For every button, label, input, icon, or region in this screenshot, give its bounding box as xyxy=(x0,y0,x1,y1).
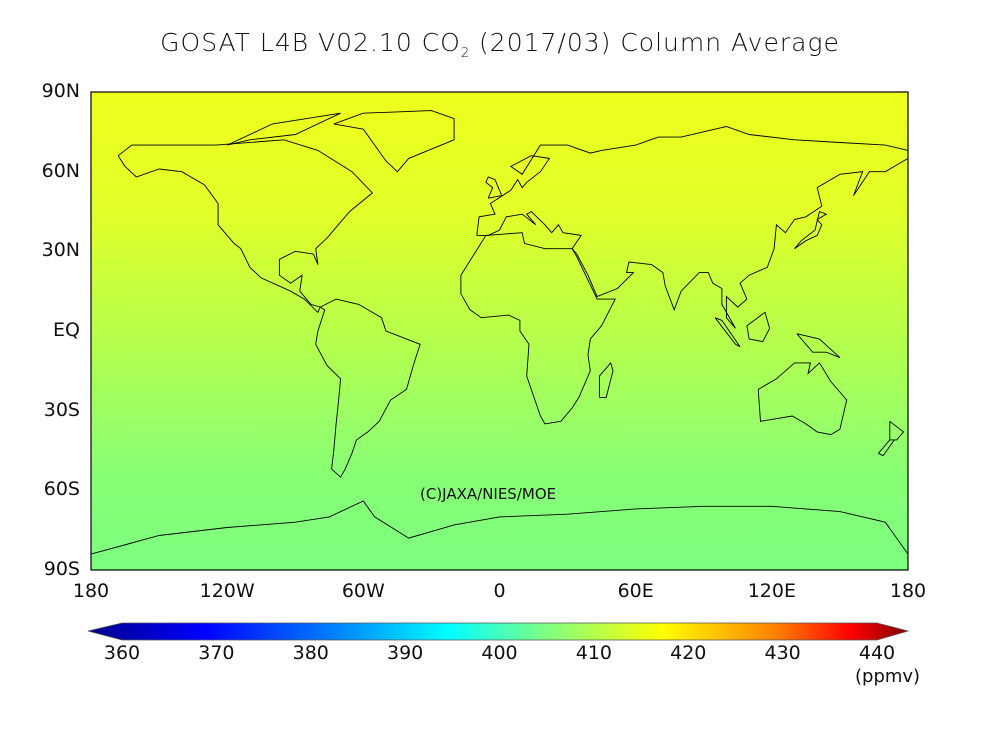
co2-field xyxy=(91,92,908,570)
lon-label: 60W xyxy=(341,580,385,602)
colorbar-tick-label: 420 xyxy=(670,642,707,664)
lat-label: 60S xyxy=(43,478,80,501)
lon-label: 60E xyxy=(617,580,654,602)
coastline xyxy=(889,420,905,441)
coastline xyxy=(794,210,828,250)
lon-label: 120W xyxy=(199,580,255,602)
lon-label: 180 xyxy=(889,580,927,602)
coastline xyxy=(485,176,503,199)
lat-label: 30S xyxy=(43,398,80,421)
lon-label: 0 xyxy=(493,580,506,602)
coastline xyxy=(315,298,421,478)
colorbar-tick-label: 390 xyxy=(386,642,424,664)
colorbar-tick-label: 410 xyxy=(575,642,612,664)
colorbar-tick-label: 430 xyxy=(764,642,801,664)
lon-label: 120E xyxy=(747,580,796,602)
coastline xyxy=(598,361,614,398)
coastline xyxy=(746,311,771,343)
colorbar-tick-label: 360 xyxy=(103,642,141,664)
colorbar-tick-label: 380 xyxy=(292,642,329,664)
coastline xyxy=(227,112,341,146)
lat-label: 30N xyxy=(41,239,80,262)
title-text: GOSAT L4B V02.10 CO xyxy=(160,28,461,57)
coastline xyxy=(476,126,909,236)
colorbar xyxy=(87,622,910,641)
coastlines xyxy=(90,110,909,555)
lat-label: EQ xyxy=(53,319,80,341)
coastline xyxy=(460,232,616,425)
coastline xyxy=(90,500,909,555)
lat-label: 90N xyxy=(41,80,80,102)
colorbar-tick-label: 440 xyxy=(858,642,896,664)
colorbar-tick-label: 370 xyxy=(198,642,235,664)
coastline xyxy=(877,439,895,457)
coastline xyxy=(333,110,455,173)
lat-label: 90S xyxy=(43,558,80,580)
lon-label: 180 xyxy=(72,580,110,602)
coastline xyxy=(117,139,374,314)
colorbar-unit: (ppmv) xyxy=(855,666,921,687)
figure-title: GOSAT L4B V02.10 CO2 (2017/03) Column Av… xyxy=(0,28,1000,61)
coastline xyxy=(476,158,909,329)
copyright-text: (C)JAXA/NIES/MOE xyxy=(420,485,557,503)
map-frame xyxy=(90,91,909,571)
coastline xyxy=(714,317,741,348)
title-text-rest: (2017/03) Column Average xyxy=(470,28,840,57)
title-subscript: 2 xyxy=(460,46,471,61)
coastline xyxy=(796,333,841,359)
colorbar-tick-label: 400 xyxy=(481,642,518,664)
coastline xyxy=(757,362,848,436)
lat-label: 60N xyxy=(41,159,80,182)
